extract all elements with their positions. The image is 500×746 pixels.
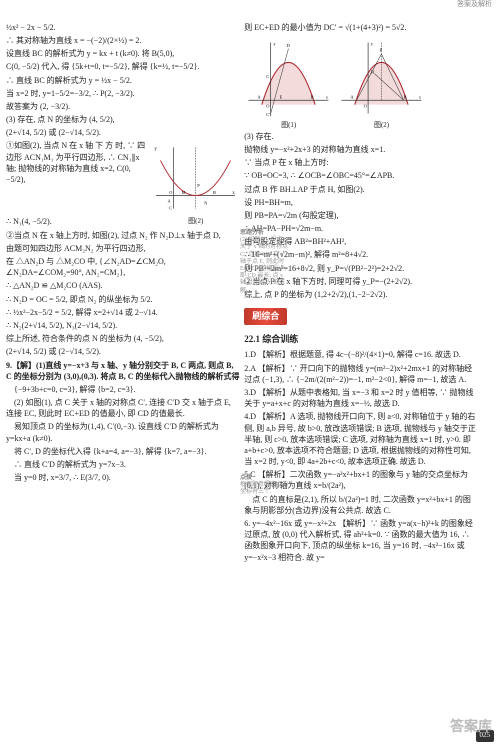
- svg-text:B: B: [404, 94, 407, 99]
- svg-text:A: A: [350, 94, 354, 99]
- text: 在 △AN₂D 与 △M₂CO 中, {∠N₂AD=∠CM₂O, ∠N₂DA=∠…: [6, 256, 240, 278]
- watermark: 答案库: [450, 718, 492, 738]
- text: 则 PB=PA=√2m (勾股定理),: [244, 210, 478, 221]
- text: ½x² − 2x − 5/2.: [6, 22, 240, 33]
- text: 当 y=0 时, x=3/7, ∴ E(3/7, 0).: [6, 472, 240, 483]
- svg-text:C: C: [169, 206, 172, 211]
- svg-text:x: x: [326, 94, 329, 99]
- text: ∴ ½x²−2x−5/2 = 5/2, 解得 x=2+√14 或 2−√14.: [6, 307, 240, 318]
- svg-text:D: D: [287, 43, 291, 48]
- figure-pair: D C A O E B x Cʹ y 图(1): [244, 35, 478, 131]
- svg-text:A: A: [258, 94, 262, 99]
- svg-text:P: P: [380, 47, 383, 52]
- svg-text:y: y: [274, 41, 277, 46]
- page-header: 答案及解析: [0, 0, 500, 10]
- text: ∴ 其对称轴为直线 x = −(−2)/(2×½) = 2.: [6, 35, 240, 46]
- text: C(0, −5/2) 代入, 得 {5k+t=0, t=−5/2}, 解得 {k…: [6, 61, 240, 72]
- text: 点 C 的直标是(2,1), 所以 b/(2a²)=1 时, 二次函数 y=x²…: [244, 494, 478, 516]
- text: 将 Cʹ, D 的坐标代入得 {k+a=4, a=−3}, 解得 {k=7, a…: [6, 446, 240, 457]
- text: 设直线 BC 的解析式为 y = kx + t (k≠0). 将 B(5,0),: [6, 48, 240, 59]
- text: 综上所述, 符合条件的点 N 的坐标为 (4, −5/2),: [6, 333, 240, 344]
- text: 抛物线 y=−x²+2x+3 的对称轴为直线 x=1.: [244, 144, 478, 155]
- answer-6: 6. y=−4x²−16x 或 y=−x²+2x 【解析】∵ 函数 y=a(x−…: [244, 518, 478, 563]
- svg-text:B: B: [311, 94, 314, 99]
- text: ∴ N₂(2+√14, 5/2), N₃(2−√14, 5/2).: [6, 320, 240, 331]
- svg-text:y: y: [155, 146, 158, 152]
- margin-note: 思路分析 (2) 如图(1), 设点 C 关于 x 轴的对称点 Cʹ, 连接 C…: [240, 230, 290, 496]
- svg-text:C: C: [266, 74, 269, 79]
- figure-1-right: D C A O E B x Cʹ y: [244, 38, 333, 118]
- svg-text:A: A: [168, 199, 172, 204]
- text: ①如图(2), 当点 N 在 x 轴 下 方 时, ∵ 四边形 ACN₁M₁ 为…: [6, 140, 147, 185]
- figure-2-left: y x A M P B N C O 图(2): [151, 143, 240, 213]
- fig-caption-2: 图(2): [337, 121, 426, 131]
- svg-text:O: O: [169, 190, 172, 195]
- text: ∴ N₂D = OC = 5/2, 即点 N₂ 的纵坐标为 5/2.: [6, 294, 240, 305]
- svg-text:N: N: [204, 201, 208, 206]
- text: 故答案为 (2, −3/2).: [6, 101, 240, 112]
- text: 则 EC+ED 的最小值为 DCʹ = √(1+(4+3)²) = 5√2.: [244, 22, 478, 33]
- text: ∴ 直线 CʹD 的解析式为 y=7x−3.: [6, 459, 240, 470]
- svg-text:y: y: [371, 41, 374, 46]
- text: (2+√14, 5/2) 或 (2−√14, 5/2).: [6, 346, 240, 357]
- text: 设 PH=BH=m,: [244, 197, 478, 208]
- text: (2) 如图(1), 点 C 关于 x 轴的对称点 Cʹ, 连接 CʹD 交 x…: [6, 397, 240, 419]
- text: (2+√14, 5/2) 或 (2−√14, 5/2).: [6, 127, 240, 138]
- svg-text:P: P: [197, 183, 200, 188]
- fig-caption-1: 图(1): [244, 121, 333, 131]
- svg-text:Cʹ: Cʹ: [266, 112, 270, 117]
- svg-text:M: M: [182, 190, 186, 195]
- text: 当 x=2 时, y=1−5/2=−3/2, ∴ P(2, −3/2).: [6, 88, 240, 99]
- text: 易知顶点 D 的坐标为(1,4), Cʹ(0,−3). 设直线 CʹD 的解析式…: [6, 421, 240, 443]
- svg-text:E: E: [280, 94, 283, 99]
- text: ∵ OB=OC=3, ∴ ∠OCB=∠OBC=45°=∠APB.: [244, 170, 478, 181]
- text: 由题可知四边形 ACM₂N₂ 为平行四边形,: [6, 243, 240, 254]
- figure-2-right: P H A O B x y: [337, 38, 426, 118]
- svg-text:x: x: [419, 94, 422, 99]
- text: {−9+3b+c=0, c=3}, 解得 {b=2, c=3}.: [6, 384, 240, 395]
- text: 过点 B 作 BH⊥AP 于点 H, 如图(2).: [244, 184, 478, 195]
- text: (3) 存在.: [244, 131, 478, 142]
- text: ∴ 直线 BC 的解析式为 y = ½x − 5/2.: [6, 75, 240, 86]
- text: ∵ 当点 P 在 x 轴上方时:: [244, 157, 478, 168]
- svg-text:x: x: [232, 190, 235, 196]
- text: ②当点 N 在 x 轴上方时, 如图(2), 过点 N₂ 作 N₂D⊥x 轴于点…: [6, 230, 240, 241]
- figure-caption: 图(2): [151, 217, 240, 227]
- text: (3) 存在, 点 N 的坐标为 (4, 5/2),: [6, 114, 240, 125]
- text: ∴ △AN₂D ≌ △M₂CO (AAS).: [6, 280, 240, 291]
- question-9: 9.【解】(1)直线 y=−x+3 与 x 轴、y 轴分别交于 B, C 两点,…: [6, 360, 240, 382]
- left-column: ½x² − 2x − 5/2. ∴ 其对称轴为直线 x = −(−2)/(2×½…: [6, 22, 240, 565]
- svg-text:B: B: [213, 190, 216, 195]
